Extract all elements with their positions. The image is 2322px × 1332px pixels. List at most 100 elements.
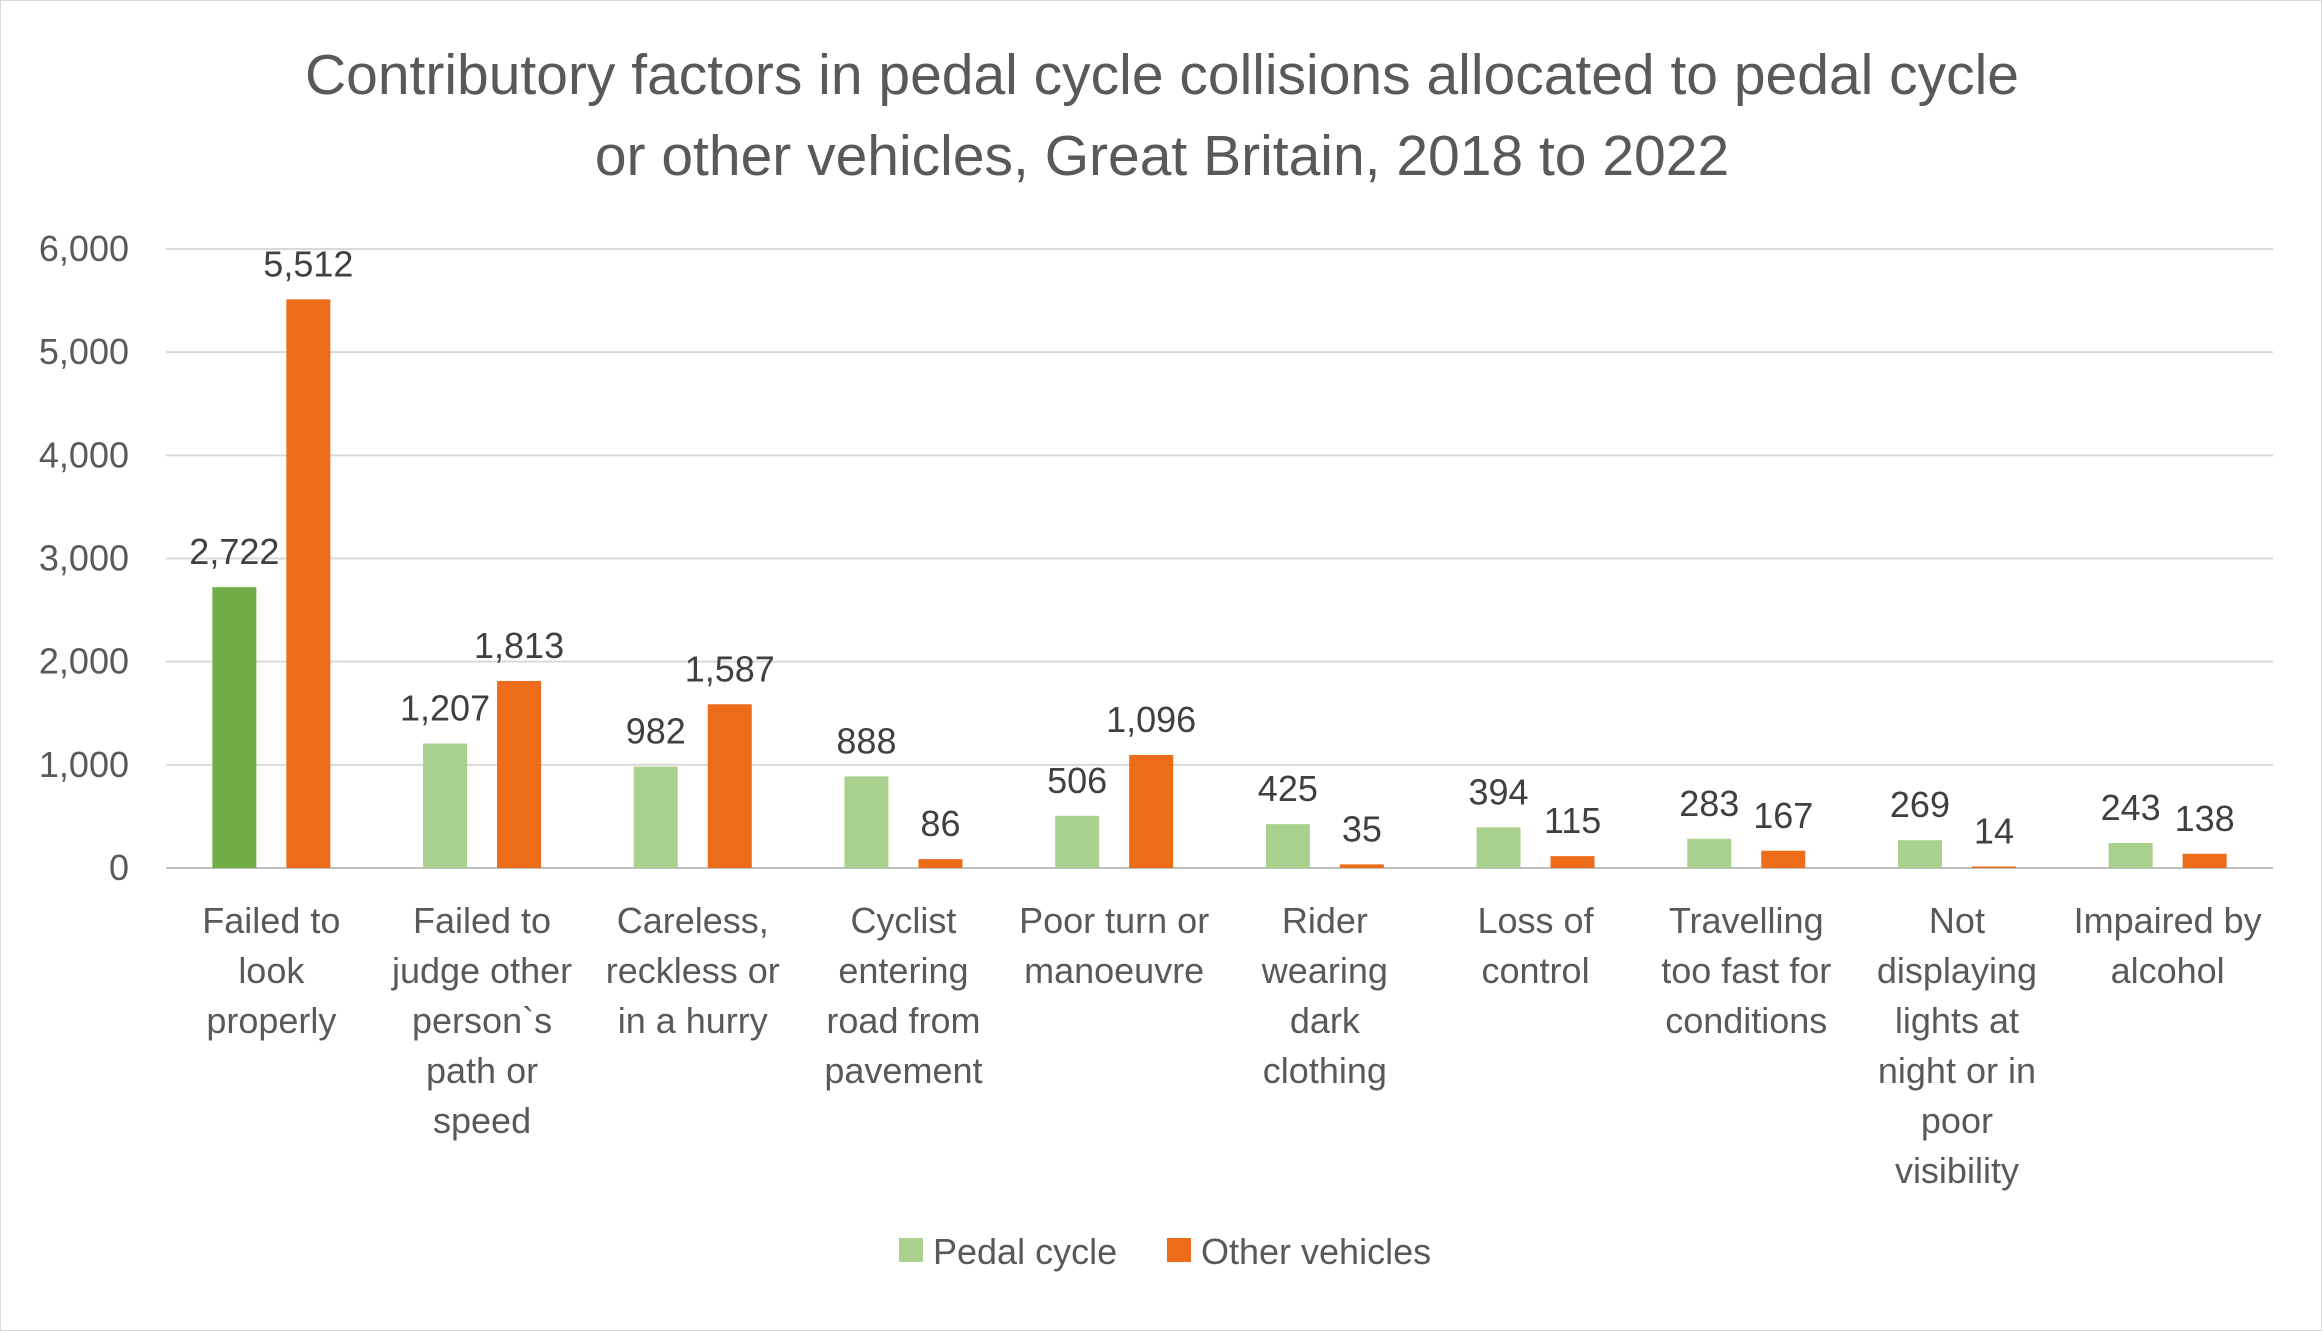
y-tick-label: 2,000 xyxy=(39,641,129,682)
category-label-line: Careless, xyxy=(617,900,769,941)
category-label-line: alcohol xyxy=(2111,950,2225,991)
data-label-other-vehicles-8: 167 xyxy=(1753,795,1813,836)
category-label-line: Not xyxy=(1929,900,1985,941)
category-label-line: path or xyxy=(426,1050,538,1091)
data-label-pedal-cycle-9: 269 xyxy=(1890,784,1950,825)
category-labels: Failed to look properly Failed to judge othe… xyxy=(202,900,2261,1191)
bar-other-vehicles-4 xyxy=(918,859,963,868)
chart-title-line-1: Contributory factors in pedal cycle coll… xyxy=(305,43,2019,107)
bar-other-vehicles-9 xyxy=(1971,866,2016,868)
category-label-line: conditions xyxy=(1665,1000,1827,1041)
category-label-2: Failed to judge other person`s path or speed xyxy=(391,900,572,1141)
category-label-6: Rider wearing dark clothing xyxy=(1261,900,1388,1091)
category-label-line: reckless or xyxy=(606,950,780,991)
gridlines xyxy=(166,248,2273,869)
y-tick-label: 1,000 xyxy=(39,744,129,785)
bar-pedal-cycle-5 xyxy=(1055,815,1100,868)
category-label-line: manoeuvre xyxy=(1024,950,1204,991)
legend: Pedal cycle Other vehicles xyxy=(899,1231,1431,1272)
y-tick-label: 5,000 xyxy=(39,331,129,372)
category-label-line: Cyclist xyxy=(850,900,956,941)
data-label-other-vehicles-6: 35 xyxy=(1342,808,1382,849)
category-label-line: visibility xyxy=(1895,1150,2019,1191)
legend-swatch-other-vehicles xyxy=(1167,1238,1191,1262)
data-labels: 2,722 5,512 1,207 1,813 982 1,587 888 86 506 1,09… xyxy=(189,243,2234,851)
category-label-line: Rider xyxy=(1282,900,1368,941)
data-label-other-vehicles-9: 14 xyxy=(1974,811,2014,852)
bars xyxy=(212,299,2227,868)
category-label-10: Impaired by alcohol xyxy=(2074,900,2262,991)
data-label-other-vehicles-10: 138 xyxy=(2175,798,2235,839)
category-label-line: in a hurry xyxy=(618,1000,768,1041)
bar-other-vehicles-8 xyxy=(1761,850,1806,868)
category-label-line: dark xyxy=(1290,1000,1361,1041)
legend-swatch-pedal-cycle xyxy=(899,1238,923,1262)
category-label-line: Loss of xyxy=(1478,900,1595,941)
data-label-other-vehicles-5: 1,096 xyxy=(1106,699,1196,740)
bar-pedal-cycle-9 xyxy=(1897,840,1942,868)
category-label-line: poor xyxy=(1921,1100,1993,1141)
y-tick-label: 3,000 xyxy=(39,538,129,579)
bar-pedal-cycle-3 xyxy=(633,766,678,868)
category-label-5: Poor turn or manoeuvre xyxy=(1019,900,1209,991)
bar-pedal-cycle-7 xyxy=(1476,827,1521,868)
category-label-line: speed xyxy=(433,1100,531,1141)
category-label-7: Loss of control xyxy=(1478,900,1595,991)
category-label-9: Not displaying lights at night or in poor vis… xyxy=(1877,900,2037,1191)
category-label-line: Travelling xyxy=(1669,900,1824,941)
category-label-line: too fast for xyxy=(1661,950,1831,991)
category-label-8: Travelling too fast for conditions xyxy=(1661,900,1831,1041)
data-label-other-vehicles-3: 1,587 xyxy=(685,648,775,689)
bar-pedal-cycle-4 xyxy=(844,776,889,868)
y-tick-label: 6,000 xyxy=(39,228,129,269)
data-label-other-vehicles-1: 5,512 xyxy=(263,243,353,284)
bar-other-vehicles-2 xyxy=(497,680,542,868)
category-label-line: judge other xyxy=(391,950,572,991)
chart-title-line-2: or other vehicles, Great Britain, 2018 t… xyxy=(595,124,1729,188)
category-label-line: Failed to xyxy=(202,900,340,941)
data-label-other-vehicles-2: 1,813 xyxy=(474,625,564,666)
data-label-pedal-cycle-2: 1,207 xyxy=(400,687,490,728)
data-label-pedal-cycle-10: 243 xyxy=(2101,787,2161,828)
data-label-other-vehicles-4: 86 xyxy=(920,803,960,844)
category-label-3: Careless, reckless or in a hurry xyxy=(606,900,780,1041)
category-label-line: person`s xyxy=(412,1000,552,1041)
legend-label-other-vehicles: Other vehicles xyxy=(1201,1231,1431,1272)
bar-other-vehicles-5 xyxy=(1129,754,1174,868)
data-label-other-vehicles-7: 115 xyxy=(1544,800,1601,841)
category-label-line: Poor turn or xyxy=(1019,900,1209,941)
category-label-line: wearing xyxy=(1261,950,1388,991)
data-label-pedal-cycle-6: 425 xyxy=(1258,768,1318,809)
bar-other-vehicles-3 xyxy=(707,704,752,868)
bar-other-vehicles-10 xyxy=(2182,853,2227,868)
category-label-line: Failed to xyxy=(413,900,551,941)
category-label-1: Failed to look properly xyxy=(202,900,340,1041)
bar-pedal-cycle-8 xyxy=(1687,838,1732,868)
category-label-line: properly xyxy=(206,1000,336,1041)
category-label-line: road from xyxy=(826,1000,980,1041)
category-label-line: clothing xyxy=(1263,1050,1387,1091)
bar-other-vehicles-1 xyxy=(286,299,331,868)
category-label-line: lights at xyxy=(1895,1000,2019,1041)
bar-pedal-cycle-1 xyxy=(212,587,257,868)
category-label-4: Cyclist entering road from pavement xyxy=(824,900,982,1091)
y-axis-tick-labels: 0 1,000 2,000 3,000 4,000 5,000 6,000 xyxy=(39,228,129,888)
y-tick-label: 4,000 xyxy=(39,434,129,475)
category-label-line: displaying xyxy=(1877,950,2037,991)
category-label-line: night or in xyxy=(1878,1050,2036,1091)
category-label-line: entering xyxy=(838,950,968,991)
category-label-line: control xyxy=(1482,950,1590,991)
y-tick-label: 0 xyxy=(109,847,129,888)
data-label-pedal-cycle-1: 2,722 xyxy=(189,531,279,572)
bar-pedal-cycle-10 xyxy=(2108,842,2153,868)
data-label-pedal-cycle-4: 888 xyxy=(836,720,896,761)
data-label-pedal-cycle-3: 982 xyxy=(626,711,686,752)
category-label-line: look xyxy=(238,950,305,991)
bar-other-vehicles-6 xyxy=(1339,864,1384,868)
category-label-line: pavement xyxy=(824,1050,982,1091)
bar-pedal-cycle-2 xyxy=(423,743,468,868)
data-label-pedal-cycle-8: 283 xyxy=(1679,783,1739,824)
bar-other-vehicles-7 xyxy=(1550,856,1595,868)
